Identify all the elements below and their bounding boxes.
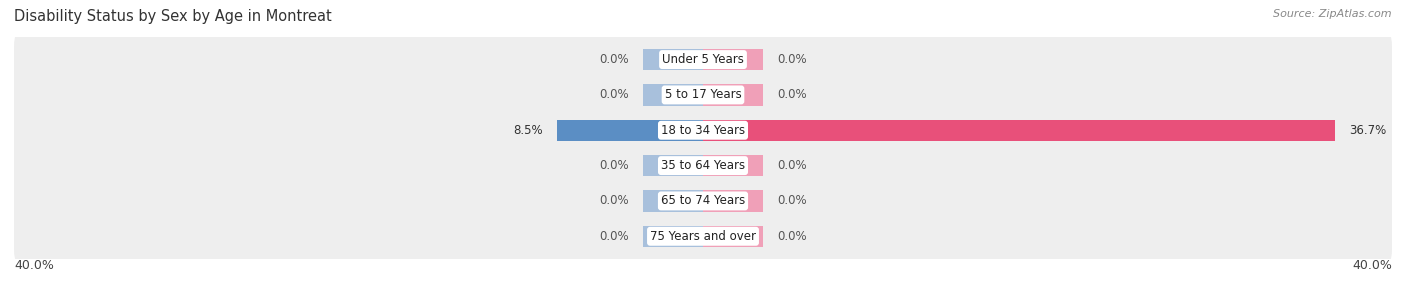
Text: 5 to 17 Years: 5 to 17 Years xyxy=(665,88,741,102)
FancyBboxPatch shape xyxy=(14,208,1392,264)
Bar xyxy=(643,84,703,106)
Legend: Male, Female: Male, Female xyxy=(638,302,768,305)
Text: Disability Status by Sex by Age in Montreat: Disability Status by Sex by Age in Montr… xyxy=(14,9,332,24)
Text: Under 5 Years: Under 5 Years xyxy=(662,53,744,66)
Bar xyxy=(703,155,763,176)
Bar xyxy=(557,120,703,141)
Text: Source: ZipAtlas.com: Source: ZipAtlas.com xyxy=(1274,9,1392,19)
Bar xyxy=(703,120,1336,141)
Bar xyxy=(643,226,703,247)
FancyBboxPatch shape xyxy=(14,31,1392,88)
Text: 75 Years and over: 75 Years and over xyxy=(650,230,756,243)
FancyBboxPatch shape xyxy=(14,173,1392,229)
Text: 36.7%: 36.7% xyxy=(1348,124,1386,137)
Text: 0.0%: 0.0% xyxy=(778,230,807,243)
Text: 0.0%: 0.0% xyxy=(778,53,807,66)
Bar xyxy=(643,190,703,212)
Text: 0.0%: 0.0% xyxy=(599,194,628,207)
Text: 18 to 34 Years: 18 to 34 Years xyxy=(661,124,745,137)
Bar xyxy=(703,190,763,212)
Text: 8.5%: 8.5% xyxy=(513,124,543,137)
Bar xyxy=(703,49,763,70)
Bar xyxy=(703,226,763,247)
Text: 0.0%: 0.0% xyxy=(599,159,628,172)
Text: 40.0%: 40.0% xyxy=(14,259,53,272)
Text: 0.0%: 0.0% xyxy=(778,88,807,102)
Text: 0.0%: 0.0% xyxy=(599,88,628,102)
FancyBboxPatch shape xyxy=(14,137,1392,194)
Text: 0.0%: 0.0% xyxy=(778,194,807,207)
Text: 0.0%: 0.0% xyxy=(599,53,628,66)
FancyBboxPatch shape xyxy=(14,102,1392,159)
Text: 40.0%: 40.0% xyxy=(1353,259,1392,272)
Text: 0.0%: 0.0% xyxy=(599,230,628,243)
Text: 0.0%: 0.0% xyxy=(778,159,807,172)
Text: 35 to 64 Years: 35 to 64 Years xyxy=(661,159,745,172)
Text: 65 to 74 Years: 65 to 74 Years xyxy=(661,194,745,207)
FancyBboxPatch shape xyxy=(14,66,1392,123)
Bar xyxy=(643,49,703,70)
Bar xyxy=(643,155,703,176)
Bar xyxy=(703,84,763,106)
